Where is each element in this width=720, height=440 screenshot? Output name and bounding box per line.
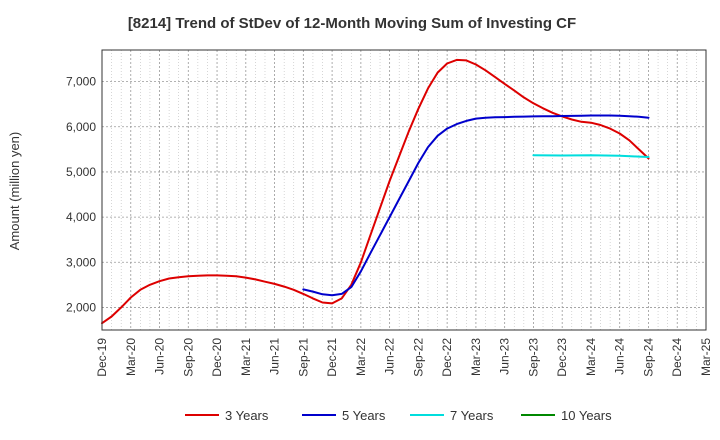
x-tick-label: Dec-21 <box>325 338 339 377</box>
chart-title: [8214] Trend of StDev of 12-Month Moving… <box>128 15 576 32</box>
x-tick-label: Sep-23 <box>526 338 540 377</box>
x-tick-label: Mar-23 <box>469 338 483 376</box>
y-tick-label: 3,000 <box>66 255 96 269</box>
y-tick-label: 6,000 <box>66 120 96 134</box>
x-tick-label: Mar-25 <box>699 338 713 376</box>
plot-frame <box>101 49 707 331</box>
x-tick-label: Mar-21 <box>239 338 253 376</box>
legend-label: 7 Years <box>450 408 494 423</box>
legend: 3 Years 5 Years 7 Years 10 Years <box>185 408 612 423</box>
series-line-5-years <box>302 114 650 297</box>
x-tick-label: Sep-21 <box>296 338 310 377</box>
x-tick-label: Dec-22 <box>440 338 454 377</box>
x-tick-label: Jun-21 <box>268 338 282 375</box>
legend-label: 10 Years <box>561 408 612 423</box>
x-tick-label: Jun-23 <box>498 338 512 375</box>
x-tick-label: Dec-24 <box>670 338 684 377</box>
x-axis-ticks: Dec-19 Mar-20 Jun-20 Sep-20 Dec-20 Mar-21 Jun-… <box>95 338 713 377</box>
x-tick-label: Dec-23 <box>555 338 569 377</box>
x-tick-label: Mar-20 <box>124 338 138 376</box>
x-tick-label: Jun-24 <box>613 338 627 375</box>
x-tick-label: Jun-22 <box>383 338 397 375</box>
x-tick-label: Sep-24 <box>641 338 655 377</box>
y-axis-ticks: 2,000 3,000 4,000 5,000 6,000 7,000 <box>66 75 96 315</box>
series-line-7-years <box>532 154 650 158</box>
x-tick-label: Mar-24 <box>584 338 598 376</box>
series-line-3-years <box>101 58 650 325</box>
y-tick-label: 7,000 <box>66 75 96 89</box>
y-tick-label: 4,000 <box>66 210 96 224</box>
y-axis-label: Amount (million yen) <box>7 132 22 251</box>
x-tick-label: Mar-22 <box>354 338 368 376</box>
x-tick-label: Dec-19 <box>95 338 109 377</box>
legend-label: 5 Years <box>342 408 386 423</box>
legend-label: 3 Years <box>225 408 269 423</box>
y-tick-label: 2,000 <box>66 300 96 314</box>
x-tick-label: Jun-20 <box>153 338 167 375</box>
y-tick-label: 5,000 <box>66 165 96 179</box>
x-tick-label: Dec-20 <box>210 338 224 377</box>
series-layer <box>101 58 650 325</box>
x-tick-label: Sep-22 <box>411 338 425 377</box>
x-tick-label: Sep-20 <box>181 338 195 377</box>
